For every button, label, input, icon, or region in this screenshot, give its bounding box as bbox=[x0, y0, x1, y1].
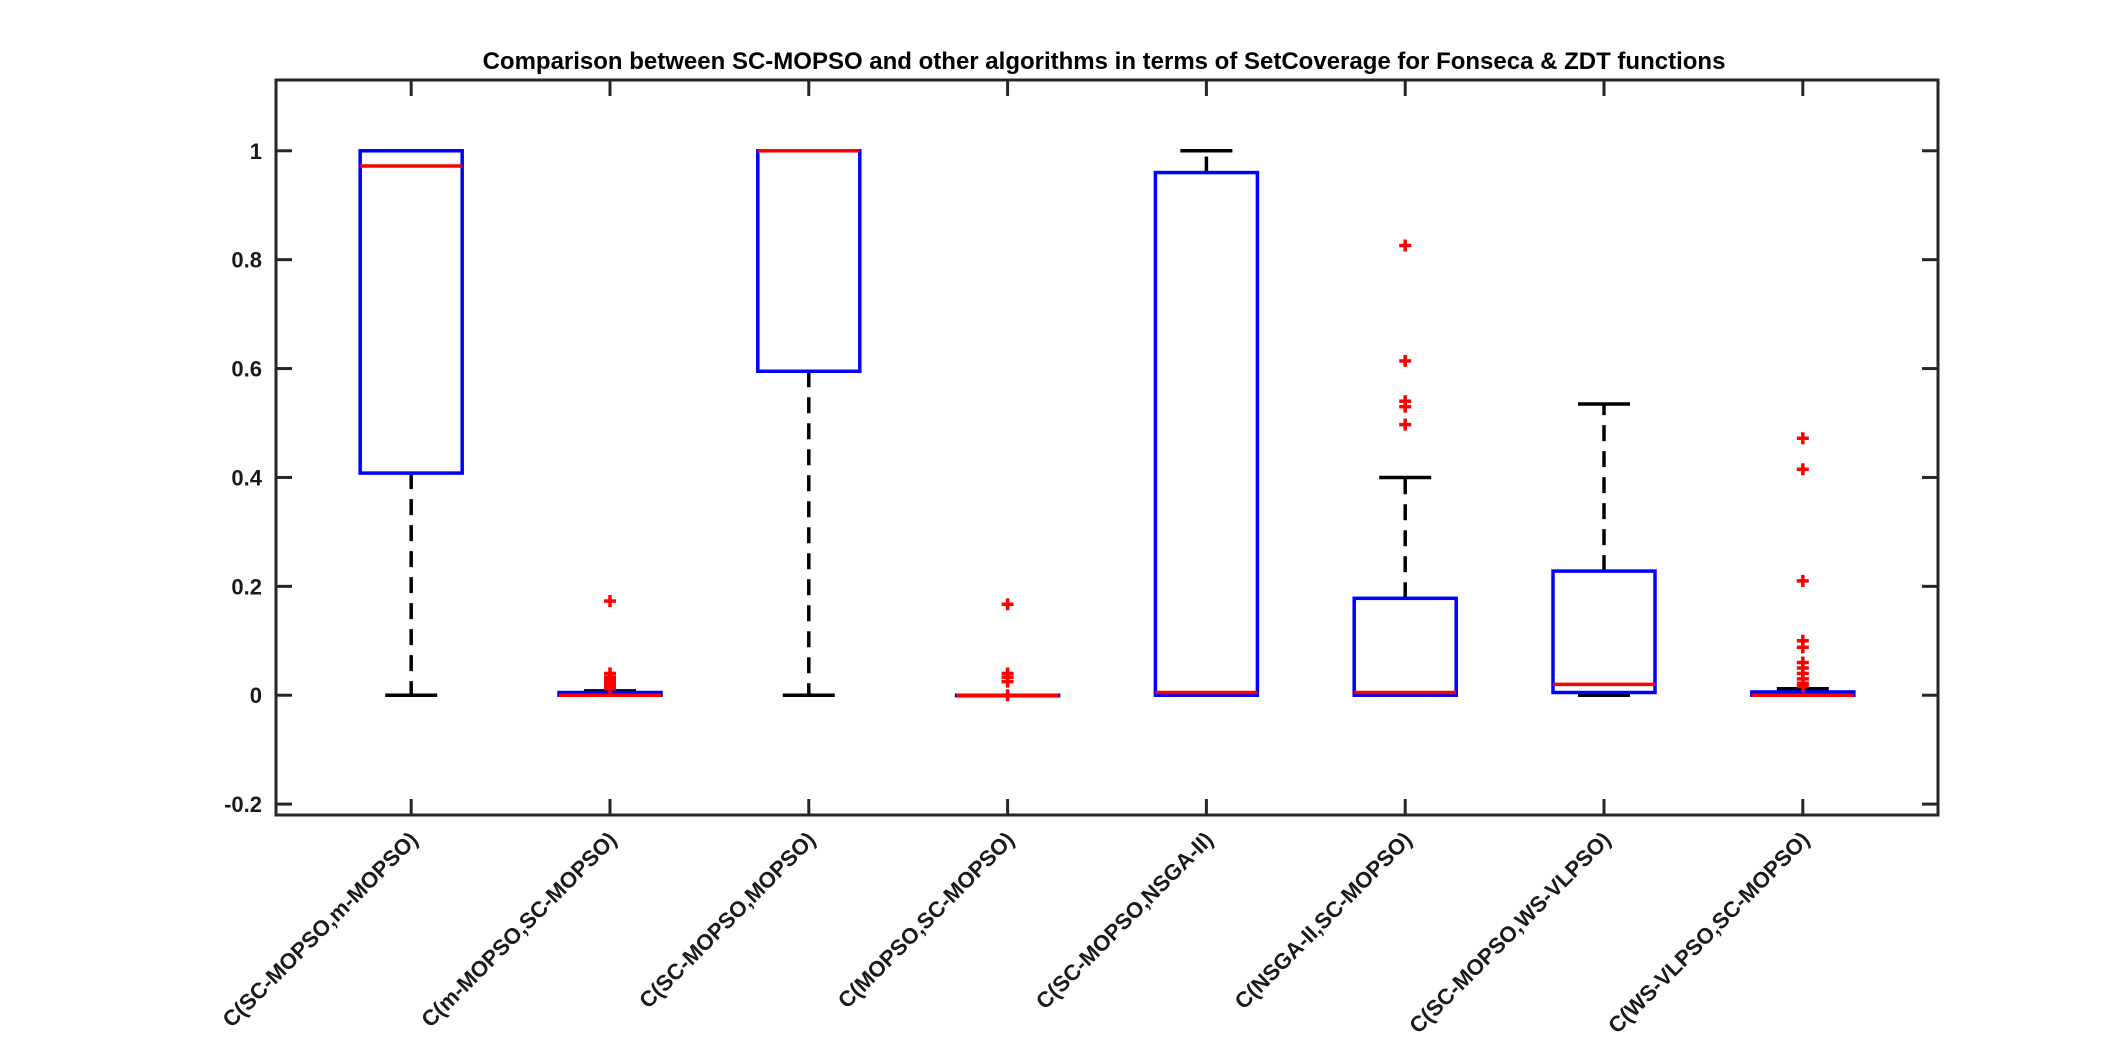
box-iqr bbox=[1352, 596, 1458, 697]
x-category-label: C(MOPSO,SC-MOPSO) bbox=[833, 827, 1019, 1013]
plot-area bbox=[274, 78, 1940, 817]
box-group bbox=[1551, 402, 1657, 697]
box-group bbox=[1750, 432, 1856, 697]
outlier-point bbox=[603, 595, 616, 608]
outlier-point bbox=[1001, 598, 1014, 611]
x-axis: C(SC-MOPSO,m-MOPSO)C(m-MOPSO,SC-MOPSO) C(… bbox=[217, 80, 1814, 1038]
outlier-point bbox=[1796, 463, 1809, 476]
outlier-point bbox=[1399, 400, 1412, 413]
box-iqr bbox=[1153, 170, 1260, 697]
y-tick-label: 0.6 bbox=[231, 357, 262, 382]
outlier-point bbox=[603, 682, 616, 695]
box-iqr bbox=[1551, 569, 1657, 695]
box-group bbox=[756, 149, 862, 697]
x-category-label: C(WS-VLPSO,SC-MOPSO) bbox=[1603, 827, 1814, 1038]
box-iqr bbox=[358, 149, 464, 475]
x-category-label: C(SC-MOPSO,WS-VLPSO) bbox=[1404, 827, 1615, 1038]
box-group bbox=[954, 598, 1061, 702]
outlier-point bbox=[1001, 689, 1014, 702]
outlier-point bbox=[1796, 680, 1809, 693]
box-group bbox=[358, 149, 464, 697]
x-category-label: C(SC-MOPSO,NSGA-II) bbox=[1031, 827, 1218, 1014]
outlier-point bbox=[1796, 641, 1809, 654]
x-category-label: C(SC-MOPSO,m-MOPSO) bbox=[217, 827, 422, 1032]
axes-frame bbox=[274, 78, 1940, 817]
outlier-point bbox=[1796, 432, 1809, 445]
outlier-point bbox=[1399, 354, 1412, 367]
y-tick-label: 0.4 bbox=[231, 465, 262, 490]
box-group bbox=[557, 595, 663, 697]
y-axis: -0.2 0 0.2 0.4 0.6 0.8 1 bbox=[224, 139, 1938, 817]
y-tick-label: 0 bbox=[250, 683, 262, 708]
outlier-point bbox=[1399, 239, 1412, 252]
box-group bbox=[1153, 149, 1260, 697]
x-category-label: C(SC-MOPSO,MOPSO) bbox=[634, 827, 820, 1013]
outlier-point bbox=[1001, 675, 1014, 688]
outlier-point bbox=[1796, 574, 1809, 587]
y-tick-label: 1 bbox=[250, 139, 262, 164]
box-iqr bbox=[756, 149, 862, 374]
x-category-label: C(NSGA-II,SC-MOPSO) bbox=[1230, 827, 1417, 1014]
y-tick-label: 0.8 bbox=[231, 248, 262, 273]
x-category-label: C(m-MOPSO,SC-MOPSO) bbox=[416, 827, 621, 1032]
chart-title: Comparison between SC-MOPSO and other al… bbox=[483, 48, 1726, 75]
y-tick-label: 0.2 bbox=[231, 574, 262, 599]
box-group bbox=[1352, 239, 1458, 697]
y-tick-label: -0.2 bbox=[224, 792, 262, 817]
outlier-point bbox=[1399, 418, 1412, 431]
